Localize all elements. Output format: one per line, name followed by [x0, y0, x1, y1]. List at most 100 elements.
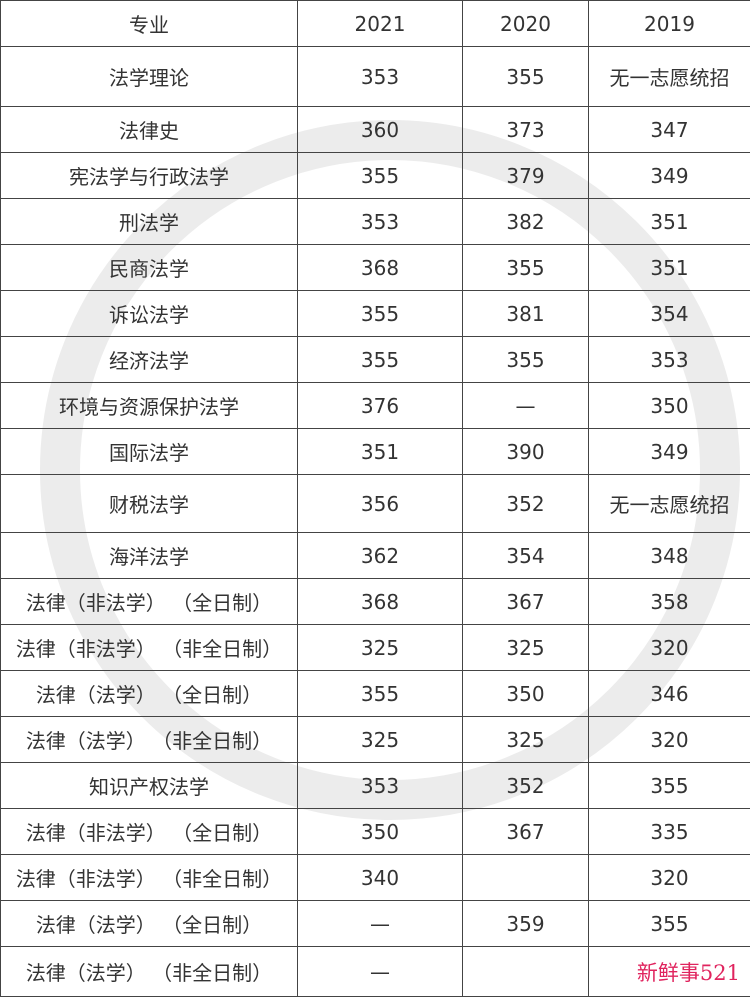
major-cell: 法学理论: [1, 47, 298, 107]
score-2019-cell: 无一志愿统招: [589, 47, 750, 107]
score-2021-cell: —: [298, 901, 463, 947]
score-2021-cell: 353: [298, 47, 463, 107]
major-cell: 法律（法学） （非全日制）: [1, 717, 298, 763]
score-2020-cell: 355: [463, 337, 589, 383]
major-cell: 财税法学: [1, 475, 298, 533]
score-2019-cell: 358: [589, 579, 750, 625]
major-cell: 经济法学: [1, 337, 298, 383]
score-2019-cell: 320: [589, 717, 750, 763]
header-cell-2020: 2020: [463, 1, 589, 47]
score-2021-cell: 356: [298, 475, 463, 533]
score-2019-cell: 347: [589, 107, 750, 153]
score-2021-cell: —: [298, 947, 463, 997]
score-2021-cell: 325: [298, 717, 463, 763]
score-2020-cell: 355: [463, 47, 589, 107]
header-cell-major: 专业: [1, 1, 298, 47]
major-cell: 法律（非法学） （全日制）: [1, 809, 298, 855]
score-2019-cell: 350: [589, 383, 750, 429]
score-2019-cell: 346: [589, 671, 750, 717]
score-2021-cell: 325: [298, 625, 463, 671]
score-2019-cell: 349: [589, 429, 750, 475]
major-cell: 法律（法学） （全日制）: [1, 671, 298, 717]
score-2020-cell: 325: [463, 625, 589, 671]
score-2019-cell: 无一志愿统招: [589, 475, 750, 533]
score-2020-cell: 382: [463, 199, 589, 245]
score-2020-cell: 359: [463, 901, 589, 947]
score-2021-cell: 355: [298, 337, 463, 383]
score-2020-cell: 355: [463, 245, 589, 291]
major-cell: 环境与资源保护法学: [1, 383, 298, 429]
score-2021-cell: 355: [298, 153, 463, 199]
score-2021-cell: 340: [298, 855, 463, 901]
score-2021-cell: 353: [298, 763, 463, 809]
score-2021-cell: 368: [298, 245, 463, 291]
score-2019-cell: 353: [589, 337, 750, 383]
score-2019-cell: 320: [589, 625, 750, 671]
score-2019-cell: 新鲜事521: [589, 947, 750, 997]
score-2019-cell: 320: [589, 855, 750, 901]
score-2020-cell: [463, 947, 589, 997]
score-2020-cell: 379: [463, 153, 589, 199]
major-cell: 国际法学: [1, 429, 298, 475]
major-cell: 海洋法学: [1, 533, 298, 579]
score-2019-cell: 355: [589, 763, 750, 809]
major-cell: 法律（法学） （全日制）: [1, 901, 298, 947]
score-2021-cell: 355: [298, 671, 463, 717]
major-cell: 民商法学: [1, 245, 298, 291]
header-cell-2019: 2019: [589, 1, 750, 47]
score-2020-cell: 390: [463, 429, 589, 475]
score-2020-cell: 352: [463, 475, 589, 533]
score-2019-cell: 355: [589, 901, 750, 947]
header-cell-2021: 2021: [298, 1, 463, 47]
score-2020-cell: 373: [463, 107, 589, 153]
score-2019-cell: 348: [589, 533, 750, 579]
major-cell: 知识产权法学: [1, 763, 298, 809]
score-2020-cell: 352: [463, 763, 589, 809]
score-2020-cell: 354: [463, 533, 589, 579]
score-2019-cell: 349: [589, 153, 750, 199]
major-cell: 法律（非法学） （非全日制）: [1, 625, 298, 671]
major-cell: 刑法学: [1, 199, 298, 245]
score-2021-cell: 360: [298, 107, 463, 153]
score-2019-cell: 354: [589, 291, 750, 337]
score-2020-cell: 367: [463, 579, 589, 625]
score-2020-cell: 381: [463, 291, 589, 337]
major-cell: 诉讼法学: [1, 291, 298, 337]
major-cell: 法律史: [1, 107, 298, 153]
signature-text: 新鲜事521: [637, 961, 740, 985]
score-2020-cell: [463, 855, 589, 901]
score-2019-cell: 351: [589, 199, 750, 245]
score-2020-cell: —: [463, 383, 589, 429]
header-row: 专业 2021 2020 2019: [1, 1, 750, 47]
score-2021-cell: 353: [298, 199, 463, 245]
score-2019-cell: 351: [589, 245, 750, 291]
major-cell: 法律（非法学） （全日制）: [1, 579, 298, 625]
major-cell: 宪法学与行政法学: [1, 153, 298, 199]
score-2020-cell: 350: [463, 671, 589, 717]
score-2020-cell: 325: [463, 717, 589, 763]
table-row: 法律（法学） （非全日制）— 新鲜事521: [1, 947, 750, 997]
score-2021-cell: 376: [298, 383, 463, 429]
score-2021-cell: 351: [298, 429, 463, 475]
score-2020-cell: 367: [463, 809, 589, 855]
major-cell: 法律（法学） （非全日制）: [1, 947, 298, 997]
score-2021-cell: 355: [298, 291, 463, 337]
